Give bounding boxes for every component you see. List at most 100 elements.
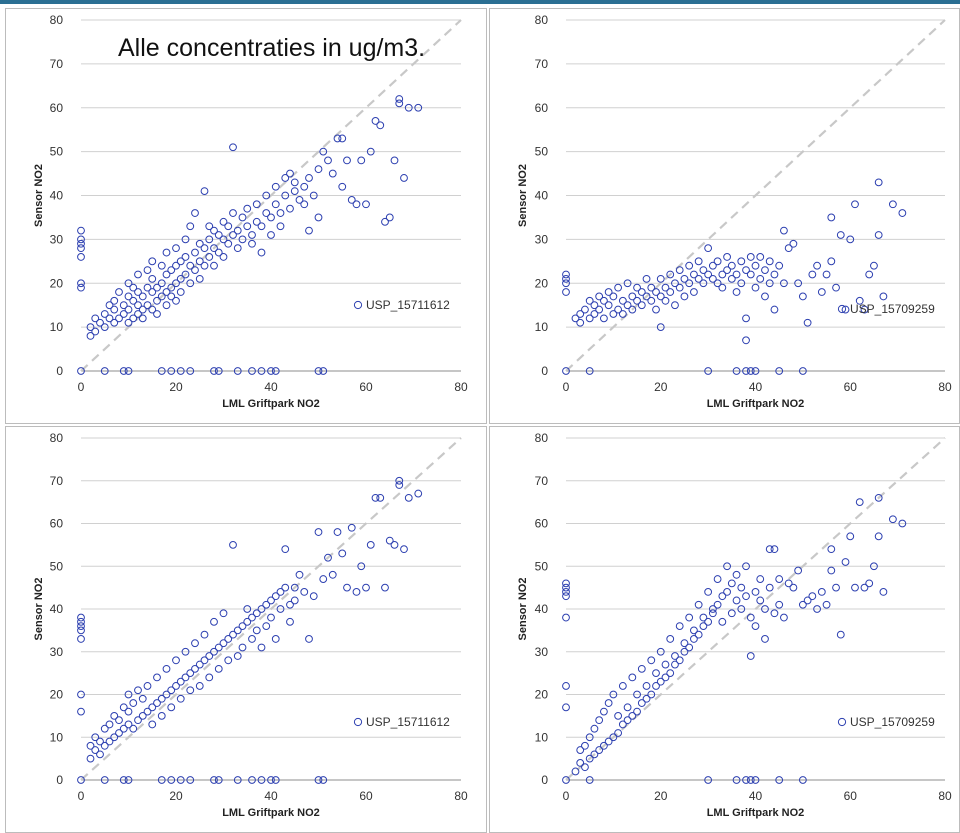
data-point	[110, 305, 119, 314]
data-point	[105, 737, 114, 746]
x-tick-label: 20	[169, 789, 183, 803]
data-point	[656, 323, 665, 332]
data-point	[765, 257, 774, 266]
data-point	[91, 746, 100, 754]
data-point	[756, 575, 765, 583]
data-point	[761, 635, 769, 643]
data-point	[827, 257, 836, 266]
data-point	[699, 279, 708, 288]
data-point	[732, 596, 741, 605]
data-point	[775, 367, 784, 375]
data-point	[248, 239, 256, 248]
data-point	[210, 617, 218, 626]
data-point	[756, 274, 765, 283]
data-point	[195, 274, 204, 283]
data-point	[600, 314, 608, 323]
data-point	[727, 609, 736, 618]
data-point	[666, 669, 675, 678]
data-point	[666, 635, 675, 643]
data-point	[110, 711, 119, 720]
data-point	[290, 187, 299, 196]
data-point	[794, 566, 803, 575]
data-point	[704, 776, 713, 784]
data-point	[680, 274, 689, 283]
data-point	[338, 549, 347, 558]
data-point	[129, 314, 138, 323]
data-point	[742, 776, 750, 784]
data-point	[633, 283, 641, 292]
units-annotation: Alle concentraties in ug/m3.	[118, 34, 426, 62]
data-point	[314, 165, 323, 174]
data-point	[176, 367, 185, 375]
data-point	[609, 310, 618, 318]
data-point	[699, 266, 708, 274]
data-point	[86, 741, 95, 750]
data-point	[595, 746, 604, 754]
data-point	[376, 493, 385, 502]
data-point	[229, 209, 237, 217]
data-point	[305, 174, 313, 182]
data-point	[590, 310, 599, 318]
data-point	[381, 217, 389, 226]
data-point	[400, 174, 408, 182]
data-point	[898, 209, 907, 217]
data-point	[366, 147, 375, 156]
data-point	[115, 288, 123, 296]
data-point	[609, 690, 618, 699]
data-point	[96, 318, 104, 327]
data-point	[200, 244, 209, 253]
data-point	[286, 617, 294, 626]
data-point	[172, 261, 180, 270]
data-point	[172, 244, 180, 253]
data-point	[576, 746, 585, 754]
data-point	[770, 270, 779, 279]
data-point	[713, 257, 722, 266]
data-point	[153, 673, 161, 682]
data-point	[210, 647, 218, 656]
data-point	[704, 244, 713, 253]
scatter-panel-top-right: 0 10 20 30 40 50 60 70 80 0 20 40 60 80 USP_15709259 LM…	[489, 8, 960, 424]
data-point	[656, 677, 665, 686]
data-point	[362, 583, 370, 592]
data-point	[176, 776, 185, 784]
data-point	[562, 682, 570, 690]
data-point	[647, 296, 656, 305]
data-point	[233, 244, 242, 253]
data-point	[110, 733, 119, 742]
data-point	[694, 257, 703, 266]
data-point	[652, 669, 660, 678]
data-point	[319, 147, 328, 156]
data-point	[134, 310, 142, 318]
data-point	[77, 235, 85, 244]
data-point	[656, 647, 665, 656]
data-point	[96, 737, 104, 746]
data-point	[210, 776, 218, 784]
data-point	[305, 635, 313, 643]
data-point	[775, 776, 784, 784]
data-point	[214, 664, 223, 673]
data-point	[229, 143, 237, 152]
data-point	[581, 305, 589, 314]
data-point	[723, 562, 731, 571]
data-point	[808, 270, 817, 279]
data-point	[865, 579, 874, 588]
data-point	[813, 605, 821, 613]
data-point	[675, 622, 684, 631]
data-point	[742, 367, 750, 375]
data-point	[233, 652, 242, 660]
data-point	[855, 296, 864, 305]
scatter-chart-bottom-right: 0 10 20 30 40 50 60 70 80 0 20 40 60 80 USP_15709259 LM…	[517, 431, 952, 819]
x-tick-label: 20	[654, 789, 668, 803]
data-point	[827, 566, 836, 575]
data-point	[390, 540, 399, 549]
x-tick-label: 80	[938, 380, 952, 394]
data-point	[262, 600, 271, 609]
data-point	[91, 733, 100, 742]
data-point	[138, 694, 147, 703]
data-point	[143, 266, 152, 274]
data-point	[257, 248, 266, 257]
data-point	[172, 682, 180, 690]
data-point	[576, 759, 585, 767]
data-point	[732, 776, 741, 784]
data-point	[243, 204, 252, 213]
